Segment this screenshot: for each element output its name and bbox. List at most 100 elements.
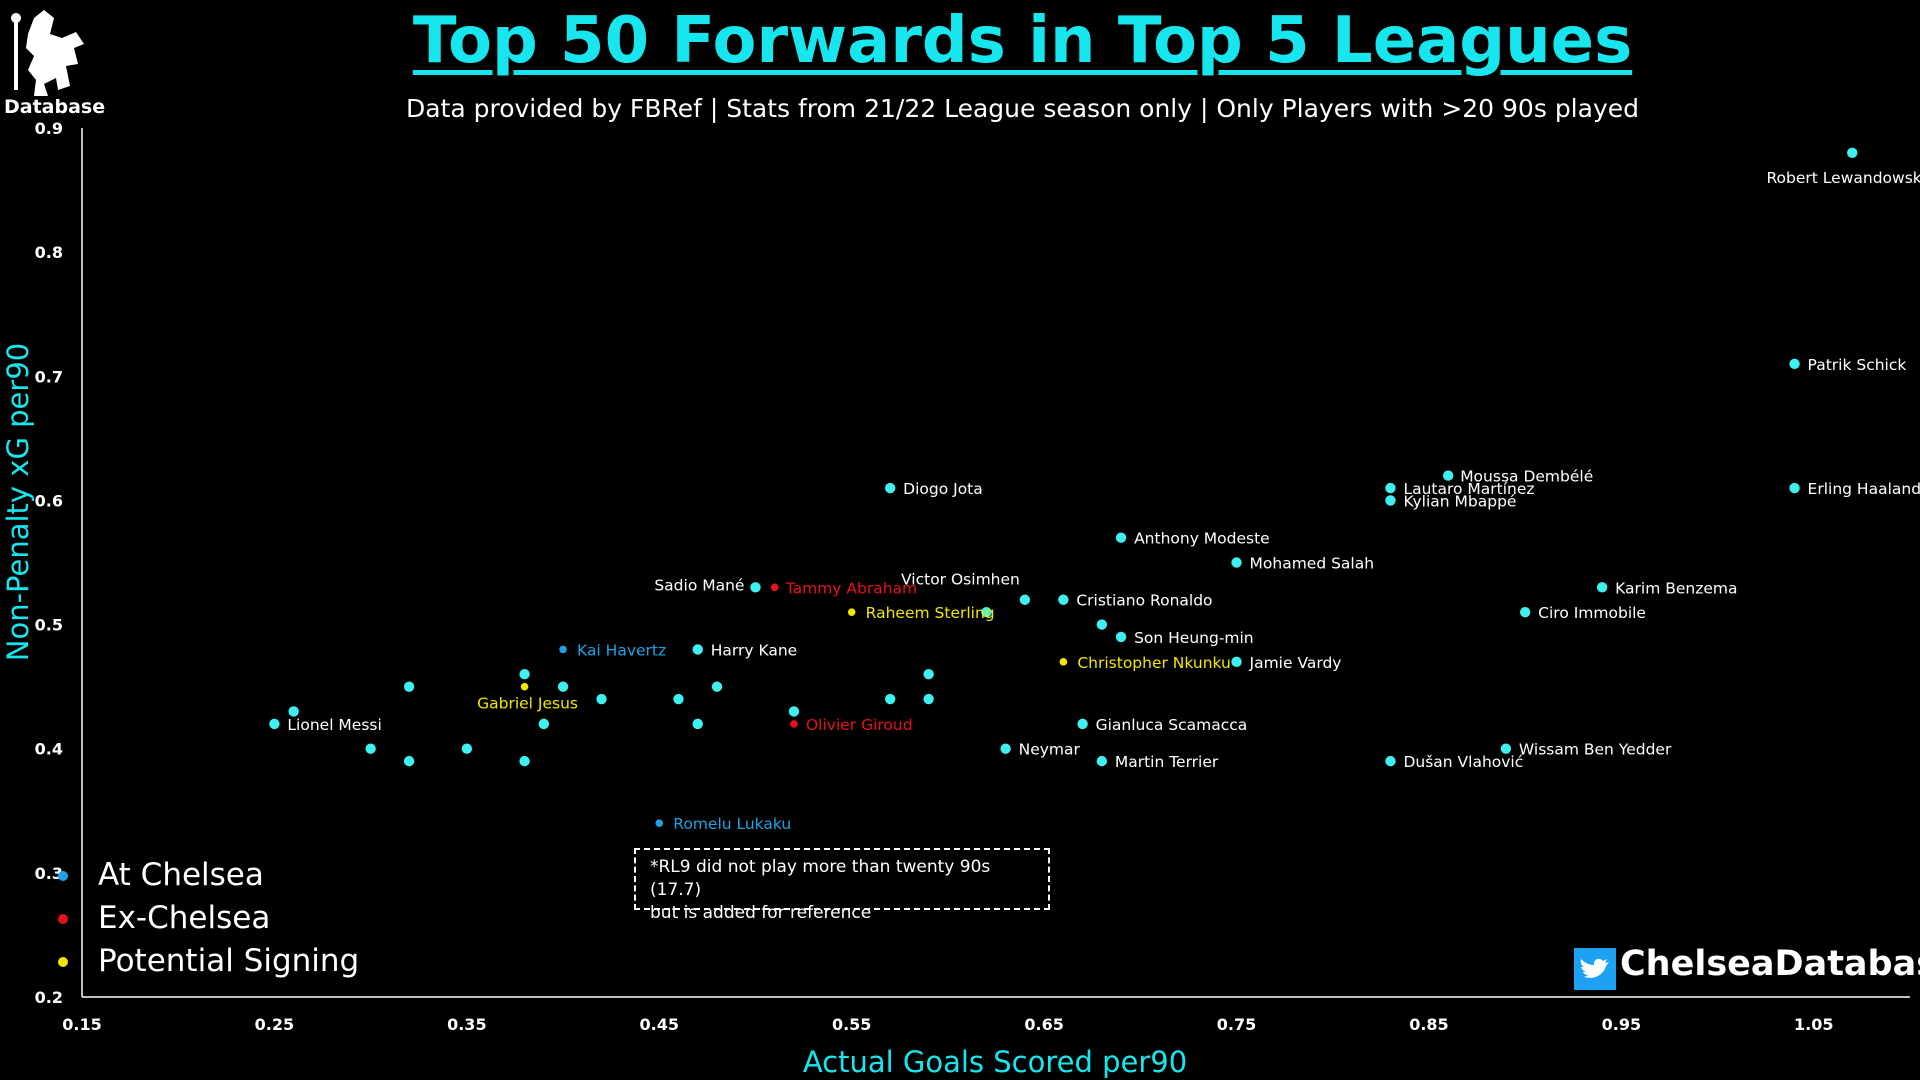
- data-point: [1847, 147, 1858, 159]
- data-point: [1442, 470, 1454, 481]
- twitter-handle: ChelseaDatabase: [1620, 944, 1920, 984]
- data-point: [923, 693, 934, 705]
- data-point: [519, 669, 530, 680]
- point-label: Lautaro Martínez: [1403, 480, 1534, 498]
- point-label: Christopher Nkunku: [1077, 654, 1231, 672]
- logo-text: Database: [4, 96, 106, 118]
- axes: [81, 128, 1910, 998]
- data-point: [1019, 594, 1031, 605]
- data-point: [1231, 557, 1242, 568]
- data-point: [1789, 482, 1800, 494]
- data-point: [1519, 606, 1531, 618]
- data-point: [1058, 594, 1069, 605]
- point-label: Victor Osimhen: [901, 571, 1020, 589]
- point-labels: Robert Lewandowski Patrik Schick Erling Ha…: [287, 169, 1920, 833]
- point-label: Erling Haaland: [1808, 480, 1920, 498]
- legend-dot-chelsea: [58, 871, 68, 881]
- y-tick-label: 0.3: [35, 864, 63, 883]
- data-point: [403, 755, 415, 767]
- chart-title: Top 50 Forwards in Top 5 Leagues: [412, 4, 1633, 78]
- data-point: [596, 693, 607, 705]
- y-tick-label: 0.6: [35, 491, 63, 510]
- y-tick-label: 0.5: [35, 616, 63, 635]
- legend-item-ex-chelsea: Ex-Chelsea: [58, 900, 270, 936]
- point-label: Sadio Mané: [654, 576, 744, 594]
- reference-note: *RL9 did not play more than twenty 90s (…: [634, 848, 1050, 923]
- chart-subtitle: Data provided by FBRef | Stats from 21/2…: [405, 94, 1639, 123]
- point-label: Harry Kane: [711, 641, 797, 659]
- legend-dot-potential: [58, 957, 68, 967]
- data-point: [1115, 631, 1127, 643]
- note-line-2: but is added for reference: [650, 903, 872, 923]
- point-label: Dušan Vlahović: [1403, 753, 1523, 771]
- legend-item-potential-signing: Potential Signing: [58, 943, 360, 979]
- legend-label: Potential Signing: [98, 943, 360, 979]
- x-tick-label: 0.25: [255, 1015, 294, 1034]
- data-point: [673, 693, 684, 705]
- x-tick-label: 0.65: [1024, 1015, 1063, 1034]
- data-point: [884, 693, 896, 705]
- data-point: [790, 720, 798, 728]
- point-label: Mohamed Salah: [1250, 555, 1375, 573]
- x-tick-label: 0.75: [1217, 1015, 1256, 1034]
- y-axis-title: Non-Penalty xG per90: [1, 343, 35, 661]
- data-point: [1596, 582, 1608, 593]
- data-point: [288, 706, 299, 717]
- x-tick-label: 0.35: [447, 1015, 486, 1034]
- data-point: [655, 819, 664, 827]
- data-point: [1500, 743, 1512, 754]
- y-tick-label: 0.9: [35, 119, 63, 138]
- legend-label: At Chelsea: [98, 857, 264, 893]
- data-point: [1385, 482, 1396, 494]
- data-point: [1231, 656, 1242, 668]
- chelsea-lion-logo-icon: [11, 10, 84, 96]
- twitter-bird-icon: [1574, 948, 1616, 990]
- data-point: [269, 718, 280, 730]
- x-tick-label: 0.55: [832, 1015, 871, 1034]
- x-tick-label: 0.85: [1409, 1015, 1448, 1034]
- legend-dot-ex-chelsea: [58, 914, 68, 924]
- point-label: Karim Benzema: [1615, 579, 1737, 597]
- data-point: [847, 608, 856, 616]
- data-point: [365, 743, 376, 754]
- point-label: Neymar: [1019, 741, 1081, 759]
- point-label: Kai Havertz: [577, 641, 666, 659]
- data-point: [711, 681, 723, 692]
- data-point: [770, 583, 779, 592]
- point-label: Martin Terrier: [1115, 753, 1219, 771]
- data-point: [884, 482, 896, 494]
- data-point: [461, 743, 473, 754]
- point-label: Olivier Giroud: [806, 716, 913, 734]
- data-point: [1096, 755, 1108, 767]
- point-label: Romelu Lukaku: [673, 815, 791, 833]
- tick-labels: 0.15 0.25 0.35 0.45 0.55 0.65 0.75 0.85 0.95 1.05…: [35, 119, 1834, 1034]
- data-point: [1115, 532, 1127, 543]
- x-tick-label: 1.05: [1794, 1015, 1833, 1034]
- point-label: Robert Lewandowski: [1766, 169, 1920, 187]
- point-label: Gianluca Scamacca: [1096, 716, 1248, 734]
- data-point: [1789, 358, 1800, 370]
- data-point: [520, 682, 529, 691]
- data-point: [559, 645, 567, 654]
- point-label: Ciro Immobile: [1538, 604, 1646, 622]
- axis-titles: Actual Goals Scored per90 Non-Penalty xG …: [1, 343, 1187, 1079]
- point-label: Kylian Mbappé: [1403, 492, 1516, 510]
- data-point: [1096, 619, 1108, 630]
- note-line-1: *RL9 did not play more than twenty 90s (…: [650, 857, 991, 900]
- x-tick-label: 0.15: [62, 1015, 101, 1034]
- data-point: [1385, 755, 1396, 767]
- point-label: Raheem Sterling: [866, 604, 995, 622]
- y-tick-label: 0.4: [35, 740, 63, 759]
- y-tick-label: 0.2: [35, 988, 63, 1007]
- point-label: Jamie Vardy: [1249, 654, 1342, 672]
- data-point: [1077, 718, 1088, 730]
- y-tick-label: 0.8: [35, 243, 63, 262]
- y-tick-label: 0.7: [35, 367, 63, 386]
- data-point: [692, 644, 703, 655]
- data-point: [403, 681, 415, 692]
- data-point: [538, 718, 550, 730]
- data-point: [750, 582, 761, 593]
- point-label: Patrik Schick: [1808, 356, 1907, 374]
- x-tick-label: 0.45: [640, 1015, 679, 1034]
